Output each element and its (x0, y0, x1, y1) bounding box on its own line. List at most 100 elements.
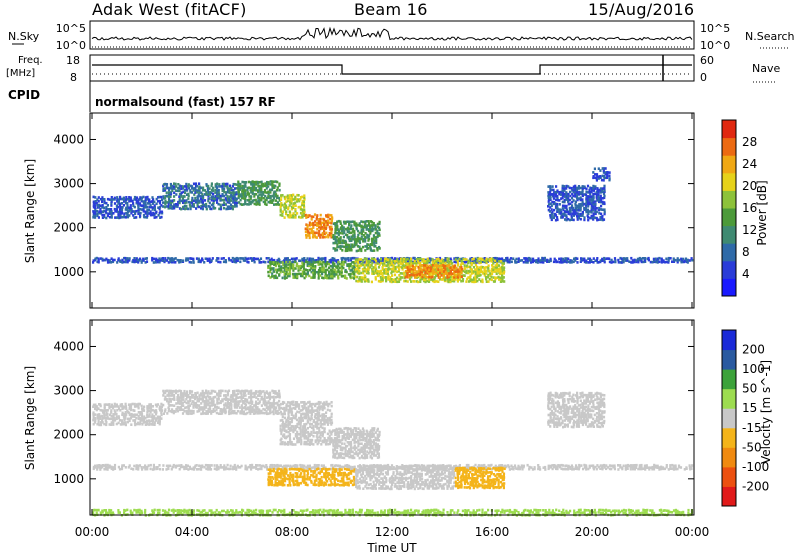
data-cell (370, 237, 373, 241)
data-cell (244, 185, 247, 188)
data-cell (463, 260, 466, 264)
data-cell (338, 452, 341, 456)
data-cell (233, 201, 237, 205)
data-cell (410, 275, 413, 279)
data-cell (101, 204, 104, 207)
data-cell (253, 188, 256, 192)
data-cell (299, 208, 302, 211)
data-cell (94, 419, 97, 422)
data-cell (269, 194, 272, 198)
data-cell (358, 456, 361, 460)
data-cell (365, 278, 368, 281)
data-cell (209, 190, 212, 194)
data-cell (433, 264, 436, 267)
data-cell (598, 206, 601, 210)
data-cell (376, 247, 379, 250)
data-cell (97, 257, 100, 260)
data-cell (604, 172, 607, 176)
data-cell (348, 263, 351, 266)
data-cell (357, 261, 360, 264)
data-cell (97, 258, 100, 262)
data-cell (373, 450, 376, 454)
data-cell (550, 208, 553, 211)
data-cell (272, 412, 275, 416)
data-cell (572, 218, 575, 222)
data-cell (478, 261, 481, 265)
data-cell (190, 199, 194, 202)
data-cell (129, 403, 133, 406)
data-cell (294, 216, 297, 219)
data-cell (467, 261, 470, 265)
data-cell (129, 416, 133, 420)
data-cell (316, 421, 319, 424)
data-cell (95, 408, 98, 412)
data-cell (576, 192, 579, 196)
data-cell (162, 205, 165, 208)
data-cell (128, 214, 131, 217)
data-cell (243, 187, 246, 190)
data-cell (311, 262, 314, 266)
data-cell (565, 196, 568, 200)
data-cell (576, 206, 579, 209)
data-cell (267, 195, 270, 198)
data-cell (160, 405, 163, 408)
data-cell (435, 271, 438, 275)
data-cell (126, 204, 129, 207)
data-cell (435, 266, 438, 269)
data-cell (378, 234, 381, 237)
data-cell (442, 262, 445, 265)
data-cell (223, 410, 226, 413)
data-cell (502, 272, 505, 275)
nave-label: Nave (752, 62, 780, 75)
data-cell (351, 456, 354, 460)
data-cell (247, 257, 250, 260)
data-cell (190, 396, 194, 399)
data-cell (194, 199, 197, 202)
data-cell (337, 240, 340, 243)
data-cell (125, 211, 128, 215)
data-cell (272, 192, 275, 195)
data-cell (359, 438, 362, 442)
data-cell (592, 203, 595, 206)
data-cell (240, 389, 244, 393)
data-cell (330, 234, 333, 237)
nsearch-tick-bottom: 10^0 (700, 39, 730, 52)
data-cell (242, 203, 245, 206)
data-cell (173, 396, 176, 399)
data-cell (288, 210, 291, 214)
data-cell (255, 396, 258, 399)
data-cell (348, 222, 351, 225)
data-cell (360, 264, 363, 267)
data-cell (572, 194, 575, 198)
data-cell (272, 404, 275, 407)
data-cell (163, 189, 167, 192)
data-cell (226, 186, 229, 190)
data-cell (218, 185, 221, 188)
data-cell (323, 229, 326, 233)
data-cell (242, 400, 245, 403)
data-cell (285, 272, 288, 276)
data-cell (169, 182, 172, 186)
data-cell (329, 431, 332, 434)
data-cell (187, 406, 190, 409)
data-cell (117, 200, 120, 203)
data-cell (549, 185, 552, 188)
data-cell (160, 407, 163, 410)
data-cell (285, 423, 288, 426)
data-cell (458, 274, 461, 277)
data-cell (568, 206, 571, 210)
data-cell (334, 433, 337, 436)
data-cell (262, 407, 265, 411)
data-cell (353, 265, 356, 268)
data-cell (217, 396, 220, 399)
data-cell (299, 428, 302, 432)
data-cell (200, 200, 203, 204)
data-cell (173, 206, 176, 210)
data-cell (371, 223, 374, 227)
data-cell (428, 257, 431, 260)
data-cell (276, 392, 279, 395)
data-cell (560, 257, 563, 260)
data-cell (131, 260, 134, 264)
data-cell (232, 201, 235, 204)
data-cell (190, 187, 194, 190)
